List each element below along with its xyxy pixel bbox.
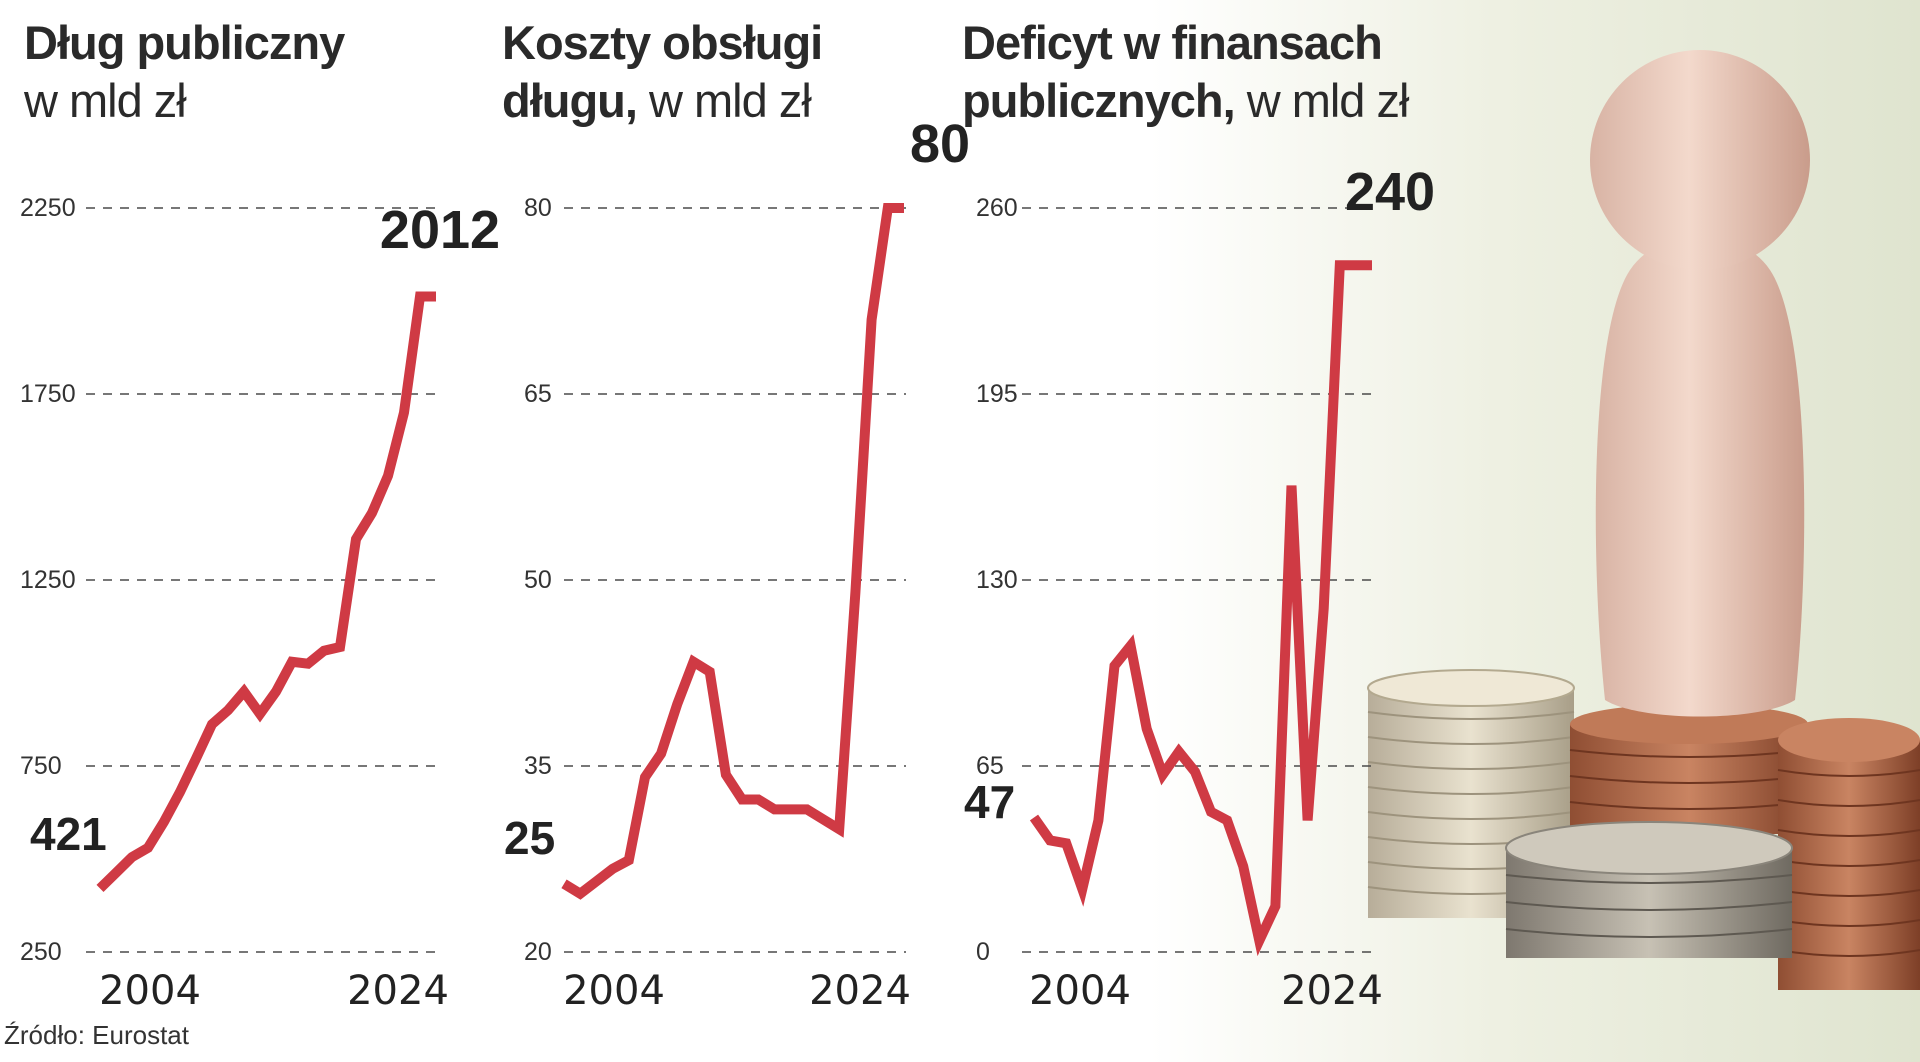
panel-2-title-bold: Koszty obsługi (502, 16, 823, 69)
panel-2-title: Koszty obsługi długu, w mld zł (502, 14, 823, 130)
x-tick-label: 2024 (347, 968, 449, 1014)
gray-coin-stack (1505, 821, 1793, 958)
start-value-label: 25 (504, 812, 555, 864)
panel-3-title-bold: Deficyt w finansach (962, 16, 1383, 69)
y-tick-label: 1750 (20, 380, 76, 408)
y-tick-label: 35 (524, 752, 552, 780)
x-tick-label: 2004 (1029, 968, 1131, 1014)
x-tick-label: 2004 (563, 968, 665, 1014)
end-value-label: 2012 (380, 200, 500, 260)
x-tick-label: 2024 (1281, 968, 1383, 1014)
end-value-label: 240 (1345, 162, 1435, 222)
y-tick-label: 65 (976, 752, 1004, 780)
y-tick-label: 1250 (20, 566, 76, 594)
panel-1-title-unit: w mld zł (24, 74, 187, 127)
series-line (561, 203, 904, 900)
panel-3-title-unit: w mld zł (1246, 74, 1410, 127)
panel-2-title-bold-2: długu, (502, 74, 638, 127)
y-tick-label: 65 (524, 380, 552, 408)
source-note: Źródło: Eurostat (4, 1020, 189, 1050)
panel-3-title-bold-2: publicznych, (962, 74, 1236, 127)
start-value-label: 47 (964, 776, 1015, 828)
y-tick-label: 260 (976, 194, 1018, 222)
panel-2-title-unit: w mld zł (649, 74, 812, 127)
panel-1-title: Dług publiczny w mld zł (24, 14, 345, 130)
y-tick-label: 20 (524, 938, 552, 966)
y-tick-label: 750 (20, 752, 62, 780)
end-value-label: 80 (910, 114, 970, 174)
y-tick-label: 2250 (20, 194, 76, 222)
y-tick-label: 250 (20, 938, 62, 966)
y-tick-label: 80 (524, 194, 552, 222)
series-line (96, 291, 436, 892)
y-tick-label: 195 (976, 380, 1018, 408)
wooden-figure (1590, 50, 1810, 717)
y-tick-label: 50 (524, 566, 552, 594)
y-tick-label: 0 (976, 938, 990, 966)
panel-3-title: Deficyt w finansach publicznych, w mld z… (962, 14, 1410, 130)
panel-1-title-bold: Dług publiczny (24, 16, 345, 69)
copper-coin-stack-right (1777, 718, 1920, 990)
x-tick-label: 2024 (809, 968, 911, 1014)
x-tick-label: 2004 (99, 968, 201, 1014)
series-line (1029, 260, 1372, 957)
start-value-label: 421 (30, 808, 107, 860)
y-tick-label: 130 (976, 566, 1018, 594)
